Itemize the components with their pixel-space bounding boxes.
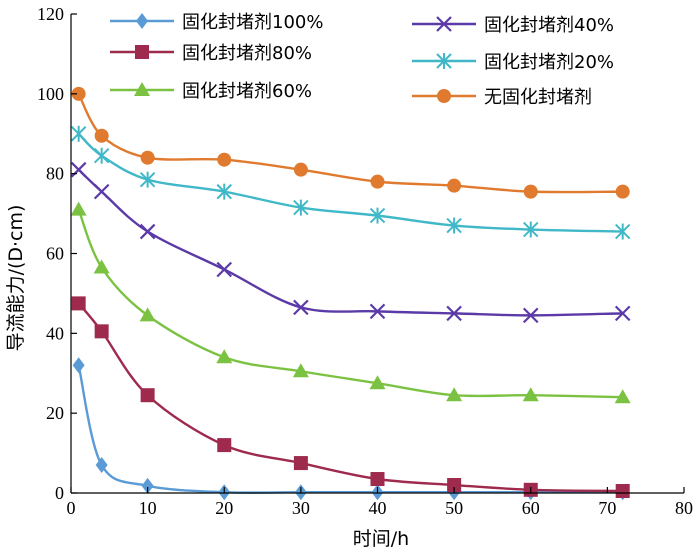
data-point <box>217 438 232 453</box>
x-tick-label: 70 <box>598 498 616 518</box>
data-point <box>615 484 630 499</box>
series-markers <box>70 161 631 324</box>
data-point <box>369 303 386 320</box>
y-tick-label: 40 <box>46 323 64 343</box>
legend-marker <box>136 13 148 29</box>
data-point <box>523 221 539 238</box>
data-point <box>140 150 155 165</box>
data-point <box>216 261 233 278</box>
data-point <box>93 259 110 274</box>
x-tick-label: 0 <box>67 498 76 518</box>
legend-marker <box>437 89 451 103</box>
data-point <box>522 387 539 402</box>
data-point <box>71 86 86 101</box>
data-point <box>72 357 85 374</box>
legend-label: 无固化封堵剂 <box>484 87 592 108</box>
legend-item: 固化封堵剂80% <box>110 43 312 64</box>
legend-item: 固化封堵剂100% <box>110 12 323 33</box>
data-point <box>216 349 233 364</box>
x-tick-label: 30 <box>292 498 310 518</box>
legend-label: 固化封堵剂100% <box>182 12 323 33</box>
data-point <box>217 152 232 167</box>
legend-marker <box>134 82 150 96</box>
data-point <box>293 162 308 177</box>
data-point <box>293 456 308 471</box>
x-tick-label: 50 <box>445 498 463 518</box>
data-point <box>447 178 462 193</box>
plot-markers <box>70 86 631 501</box>
data-point <box>140 388 155 403</box>
y-tick-label: 100 <box>37 84 64 104</box>
x-axis-title: 时间/h <box>353 528 409 550</box>
data-point <box>95 457 108 474</box>
legend-item: 无固化封堵剂 <box>412 87 592 108</box>
data-point <box>369 375 386 390</box>
data-point <box>141 477 154 494</box>
data-point <box>446 305 462 322</box>
legend-item: 固化封堵剂60% <box>110 81 312 102</box>
data-point <box>446 217 462 234</box>
y-tick-label: 80 <box>46 164 64 184</box>
legend-label: 固化封堵剂60% <box>182 81 312 102</box>
y-tick-label: 120 <box>37 4 64 24</box>
y-tick-label: 20 <box>46 403 64 423</box>
legend-item: 固化封堵剂20% <box>412 52 614 73</box>
series-markers <box>70 201 631 404</box>
data-point <box>70 161 87 178</box>
data-point <box>370 174 385 189</box>
y-tick-label: 60 <box>46 244 64 264</box>
data-point <box>446 387 463 402</box>
y-tick-label: 0 <box>55 483 64 503</box>
data-point <box>614 305 631 322</box>
data-point <box>523 184 538 199</box>
x-tick-label: 20 <box>215 498 233 518</box>
plot-lines <box>77 93 623 494</box>
series-line <box>77 93 623 194</box>
x-tick-label: 10 <box>139 498 157 518</box>
legend-label: 固化封堵剂20% <box>484 52 614 73</box>
series-line <box>77 132 623 233</box>
legend-marker <box>135 45 149 59</box>
data-point <box>93 147 110 164</box>
data-point <box>216 183 232 200</box>
x-tick-label: 80 <box>675 498 693 518</box>
data-point <box>369 207 386 224</box>
series-line <box>77 302 623 493</box>
data-point <box>139 223 156 240</box>
legend-label: 固化封堵剂40% <box>484 15 614 36</box>
legend-marker <box>436 53 452 69</box>
data-point <box>615 184 630 199</box>
y-axis-title: 导流能力/(D·cm) <box>5 205 27 352</box>
x-tick-label: 60 <box>522 498 540 518</box>
data-point <box>94 324 109 339</box>
legend: 固化封堵剂100% 固化封堵剂80% 固化封堵剂60% 固化封堵剂40% 固化封堵剂20… <box>110 12 614 108</box>
legend-marker <box>436 16 452 32</box>
series-markers <box>71 86 630 199</box>
data-point <box>614 389 631 404</box>
x-tick-label: 40 <box>369 498 387 518</box>
legend-item: 固化封堵剂40% <box>412 15 614 36</box>
series-markers <box>70 125 631 240</box>
axes: 0 20 40 60 80 100 120 0 10 20 30 40 50 60 70 80 <box>37 4 693 518</box>
data-point <box>292 363 309 378</box>
data-point <box>447 478 462 493</box>
legend-label: 固化封堵剂80% <box>182 43 312 64</box>
data-point <box>70 125 87 142</box>
data-point <box>293 199 309 216</box>
data-point <box>293 299 309 316</box>
data-point <box>614 223 631 240</box>
series-markers <box>71 296 630 499</box>
data-point <box>139 307 156 322</box>
data-point <box>94 128 109 143</box>
data-point <box>370 472 385 487</box>
data-point <box>70 201 87 216</box>
data-point <box>71 296 86 311</box>
data-point <box>93 183 110 200</box>
data-point <box>522 307 539 324</box>
data-point <box>139 171 156 188</box>
